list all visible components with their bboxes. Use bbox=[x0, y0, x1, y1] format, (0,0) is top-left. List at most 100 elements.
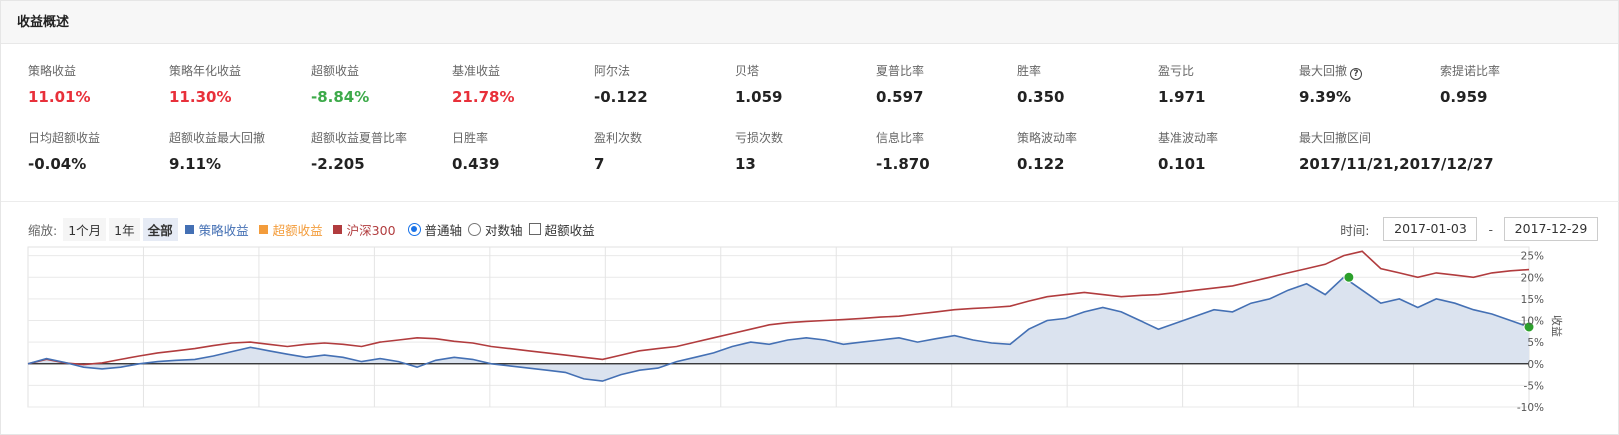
help-icon[interactable]: ? bbox=[1350, 68, 1363, 80]
y-tick-label: -10% bbox=[1517, 402, 1544, 414]
metric-label-text: 超额收益夏普比率 bbox=[311, 131, 408, 145]
log-axis-radio[interactable]: 对数轴 bbox=[468, 220, 523, 239]
metric-label: 亏损次数 bbox=[735, 130, 875, 146]
legend-swatch-benchmark bbox=[332, 224, 342, 234]
legend-excess-label: 超额收益 bbox=[272, 222, 323, 238]
end-markers bbox=[1343, 271, 1535, 333]
zoom-1-month-button[interactable]: 1个月 bbox=[63, 217, 107, 241]
y-tick-label: 5% bbox=[1527, 337, 1544, 349]
y-tick-label: 15% bbox=[1521, 294, 1544, 306]
metric-label: 超额收益夏普比率 bbox=[311, 130, 451, 146]
metric-row2-4: 盈利次数 7 bbox=[594, 130, 734, 173]
metric-label: 胜率 bbox=[1017, 63, 1157, 79]
strategy-marker-point bbox=[1343, 271, 1355, 283]
metric-value: 9.11% bbox=[169, 155, 222, 173]
metric-value: 11.30% bbox=[169, 88, 232, 106]
strategy-area-fill bbox=[28, 277, 1529, 382]
metric-label-text: 夏普比率 bbox=[876, 64, 925, 78]
y-tick-label: 0% bbox=[1527, 359, 1544, 371]
excess-return-checkbox[interactable]: 超额收益 bbox=[528, 220, 595, 239]
metric-row2-7: 策略波动率 0.122 bbox=[1017, 130, 1157, 173]
metric-label: 最大回撤? bbox=[1299, 63, 1439, 80]
metric-label-text: 盈利次数 bbox=[594, 131, 643, 145]
metric-value: 11.01% bbox=[28, 88, 91, 106]
metric-row1-0: 策略收益 11.01% bbox=[28, 63, 168, 106]
metric-label: 索提诺比率 bbox=[1440, 63, 1580, 79]
metric-label: 阿尔法 bbox=[594, 63, 734, 79]
metric-label: 夏普比率 bbox=[876, 63, 1016, 79]
metric-label: 贝塔 bbox=[735, 63, 875, 79]
metric-label-text: 日胜率 bbox=[452, 131, 489, 145]
metric-label: 最大回撤区间 bbox=[1299, 130, 1599, 146]
metric-value: 0.101 bbox=[1158, 155, 1206, 173]
metric-label: 超额收益 bbox=[311, 63, 451, 79]
metric-value: -0.04% bbox=[28, 155, 87, 173]
legend-swatch-strategy bbox=[184, 224, 194, 234]
strategy-line bbox=[27, 276, 1530, 382]
metric-label-text: 策略年化收益 bbox=[169, 64, 242, 78]
metric-value: 0.122 bbox=[1017, 155, 1065, 173]
metric-value: 13 bbox=[735, 155, 756, 173]
divider bbox=[1, 201, 1619, 202]
excess-return-checkbox-label: 超额收益 bbox=[544, 222, 595, 238]
metric-label-text: 阿尔法 bbox=[594, 64, 631, 78]
metric-row1-4: 阿尔法 -0.122 bbox=[594, 63, 734, 106]
metric-row2-2: 超额收益夏普比率 -2.205 bbox=[311, 130, 451, 173]
panel-title: 收益概述 bbox=[1, 1, 1618, 44]
metric-value: 1.059 bbox=[735, 88, 783, 106]
metric-label-text: 亏损次数 bbox=[735, 131, 784, 145]
metric-label: 基准波动率 bbox=[1158, 130, 1298, 146]
time-range: 时间: 2017-01-03 - 2017-12-29 bbox=[1340, 217, 1598, 241]
metric-value: 0.350 bbox=[1017, 88, 1065, 106]
metric-row2-3: 日胜率 0.439 bbox=[452, 130, 592, 173]
zoom-1-year-button[interactable]: 1年 bbox=[109, 217, 140, 241]
metric-value: 21.78% bbox=[452, 88, 515, 106]
metric-value: -8.84% bbox=[311, 88, 370, 106]
linear-axis-label: 普通轴 bbox=[424, 222, 463, 238]
metric-label-text: 基准收益 bbox=[452, 64, 501, 78]
checkbox-icon bbox=[528, 223, 541, 235]
metric-value: 9.39% bbox=[1299, 88, 1352, 106]
metric-label-text: 超额收益 bbox=[311, 64, 360, 78]
date-separator: - bbox=[1488, 221, 1493, 237]
metric-label: 策略波动率 bbox=[1017, 130, 1157, 146]
metric-label-text: 日均超额收益 bbox=[28, 131, 101, 145]
metric-label: 策略年化收益 bbox=[169, 63, 309, 79]
metric-row1-1: 策略年化收益 11.30% bbox=[169, 63, 309, 106]
metric-row2-1: 超额收益最大回撤 9.11% bbox=[169, 130, 309, 173]
metric-label-text: 胜率 bbox=[1017, 64, 1042, 78]
metric-value: 0.439 bbox=[452, 155, 500, 173]
metric-row1-10: 索提诺比率 0.959 bbox=[1440, 63, 1580, 106]
metric-row2-9: 最大回撤区间 2017/11/21,2017/12/27 bbox=[1299, 130, 1599, 173]
legend-excess[interactable]: 超额收益 bbox=[258, 220, 323, 239]
linear-axis-radio[interactable]: 普通轴 bbox=[407, 220, 463, 239]
zoom-all-button[interactable]: 全部 bbox=[142, 217, 178, 241]
metric-label: 盈亏比 bbox=[1158, 63, 1298, 79]
metric-label: 信息比率 bbox=[876, 130, 1016, 146]
end-date-input[interactable]: 2017-12-29 bbox=[1504, 217, 1598, 241]
legend-strategy[interactable]: 策略收益 bbox=[184, 220, 249, 239]
metric-row1-9: 最大回撤? 9.39% bbox=[1299, 63, 1439, 106]
metric-label-text: 信息比率 bbox=[876, 131, 925, 145]
metric-row1-8: 盈亏比 1.971 bbox=[1158, 63, 1298, 106]
metric-label: 日胜率 bbox=[452, 130, 592, 146]
metric-label-text: 索提诺比率 bbox=[1440, 64, 1501, 78]
metric-row1-3: 基准收益 21.78% bbox=[452, 63, 592, 106]
start-date-input[interactable]: 2017-01-03 bbox=[1383, 217, 1478, 241]
benchmark-line bbox=[27, 250, 1530, 366]
metric-value: -1.870 bbox=[876, 155, 930, 173]
radio-unselected-icon bbox=[468, 222, 482, 236]
y-tick-label: -5% bbox=[1524, 380, 1544, 392]
legend-benchmark[interactable]: 沪深300 bbox=[332, 220, 396, 239]
legend-swatch-excess bbox=[258, 224, 268, 234]
y-tick-label: 10% bbox=[1521, 316, 1544, 328]
metric-row2-0: 日均超额收益 -0.04% bbox=[28, 130, 168, 173]
legend-benchmark-label: 沪深300 bbox=[346, 222, 396, 238]
zoom-label: 缩放: bbox=[28, 222, 58, 238]
y-tick-label: 20% bbox=[1521, 272, 1544, 284]
y-tick-label: 25% bbox=[1521, 251, 1544, 263]
metric-label: 超额收益最大回撤 bbox=[169, 130, 309, 146]
time-label: 时间: bbox=[1340, 222, 1370, 238]
metric-value: -0.122 bbox=[594, 88, 648, 106]
